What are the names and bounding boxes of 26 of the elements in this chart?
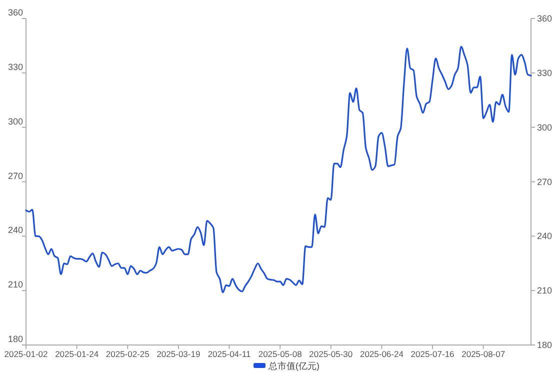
x-tick-label: 2025-01-02 — [4, 349, 48, 359]
y-tick-label: 330 — [8, 62, 23, 72]
x-tick-label: 2025-05-08 — [258, 349, 302, 359]
x-tick-label: 2025-02-25 — [106, 349, 150, 359]
x-tick-label: 2025-06-24 — [360, 349, 404, 359]
x-tick-label: 2025-08-07 — [462, 349, 506, 359]
y2-tick-label: 300 — [537, 122, 552, 132]
y2-tick-label: 360 — [537, 14, 552, 24]
legend: 总市值(亿元) — [254, 361, 320, 371]
x-tick-label: 2025-03-19 — [156, 349, 200, 359]
y2-tick-label: 240 — [537, 231, 552, 242]
y-tick-label: 210 — [8, 280, 23, 290]
y-tick-label: 180 — [8, 334, 23, 344]
y2-tick-label: 180 — [537, 340, 552, 350]
y-tick-label: 240 — [8, 225, 23, 236]
y-tick-label: 360 — [8, 8, 23, 18]
x-tick-label: 2025-01-24 — [55, 349, 99, 359]
y2-tick-label: 330 — [537, 68, 552, 78]
y-tick-label: 300 — [8, 116, 23, 126]
x-tick-label: 2025-05-30 — [309, 349, 353, 359]
y2-tick-label: 210 — [537, 286, 552, 296]
legend-label: 总市值(亿元) — [268, 361, 320, 371]
y2-tick-label: 270 — [537, 176, 552, 187]
y-tick-label: 270 — [8, 170, 23, 181]
x-tick-label: 2025-04-11 — [208, 349, 251, 359]
x-tick-label: 2025-07-16 — [410, 349, 455, 359]
